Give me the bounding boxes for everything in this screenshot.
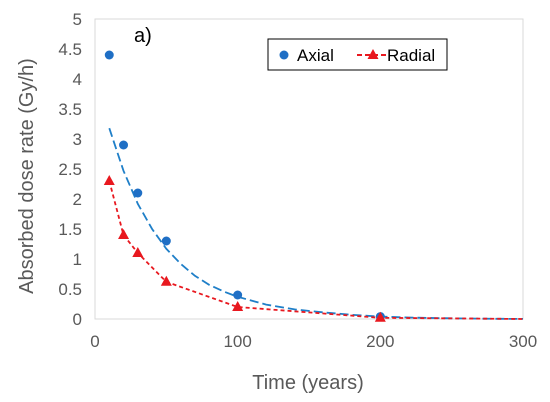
x-tick-label: 200 <box>366 332 394 351</box>
data-point-radial <box>374 311 386 322</box>
axes <box>94 18 524 320</box>
legend-axial-marker <box>279 50 289 60</box>
y-tick-label: 1.5 <box>58 220 82 239</box>
y-tick-label: 5 <box>73 10 82 29</box>
legend-radial-marker <box>367 49 379 59</box>
data-point-radial <box>103 175 115 185</box>
data-point-radial <box>160 275 172 286</box>
legend-radial-label: Radial <box>387 46 435 65</box>
y-tick-label: 3.5 <box>58 100 82 119</box>
y-tick-labels: 0 0.5 1 1.5 2 2.5 3 3.5 4 4.5 5 <box>58 10 82 329</box>
y-tick-label: 2.5 <box>58 160 82 179</box>
data-point-axial <box>233 290 243 300</box>
x-tick-label: 0 <box>90 332 99 351</box>
y-tick-label: 0 <box>73 310 82 329</box>
plot-area <box>94 18 524 320</box>
data-point-axial <box>119 140 129 150</box>
panel-label: a) <box>134 25 152 47</box>
data-point-radial <box>132 247 144 257</box>
y-tick-label: 0.5 <box>58 280 82 299</box>
data-point-axial <box>161 236 171 246</box>
legend-axial-label: Axial <box>297 46 334 65</box>
y-tick-label: 3 <box>73 130 82 149</box>
x-tick-label: 100 <box>223 332 251 351</box>
x-tick-label: 300 <box>509 332 537 351</box>
data-point-radial <box>118 229 130 239</box>
trendline-axial <box>108 127 524 320</box>
data-point-axial <box>104 50 114 60</box>
y-tick-label: 4.5 <box>58 40 82 59</box>
x-tick-labels: 0 100 200 300 <box>90 332 537 351</box>
legend: Axial Radial <box>267 38 448 71</box>
trendlines <box>108 127 524 320</box>
y-tick-label: 4 <box>73 70 82 89</box>
y-tick-label: 2 <box>73 190 82 209</box>
y-tick-label: 1 <box>73 250 82 269</box>
data-point-axial <box>133 188 143 198</box>
trendline-radial <box>108 180 524 320</box>
data-points <box>103 50 386 322</box>
y-axis-label: Absorbed dose rate (Gy/h) <box>16 58 38 294</box>
data-point-radial <box>232 301 244 311</box>
x-axis-label: Time (years) <box>252 372 363 394</box>
